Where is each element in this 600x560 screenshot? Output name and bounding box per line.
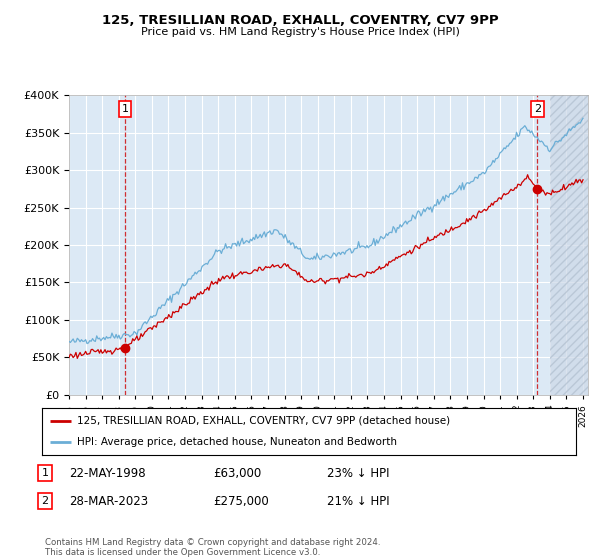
Text: 28-MAR-2023: 28-MAR-2023	[69, 494, 148, 508]
Text: 22-MAY-1998: 22-MAY-1998	[69, 466, 146, 480]
Bar	[550, 95, 592, 395]
Text: 125, TRESILLIAN ROAD, EXHALL, COVENTRY, CV7 9PP (detached house): 125, TRESILLIAN ROAD, EXHALL, COVENTRY, …	[77, 416, 450, 426]
Text: 1: 1	[41, 468, 49, 478]
Text: 21% ↓ HPI: 21% ↓ HPI	[327, 494, 389, 508]
Text: 125, TRESILLIAN ROAD, EXHALL, COVENTRY, CV7 9PP: 125, TRESILLIAN ROAD, EXHALL, COVENTRY, …	[101, 14, 499, 27]
Text: £63,000: £63,000	[213, 466, 261, 480]
Text: 23% ↓ HPI: 23% ↓ HPI	[327, 466, 389, 480]
Text: 2: 2	[533, 104, 541, 114]
Text: 2: 2	[41, 496, 49, 506]
Text: Contains HM Land Registry data © Crown copyright and database right 2024.
This d: Contains HM Land Registry data © Crown c…	[45, 538, 380, 557]
Text: 1: 1	[122, 104, 128, 114]
Text: Price paid vs. HM Land Registry's House Price Index (HPI): Price paid vs. HM Land Registry's House …	[140, 27, 460, 37]
Text: HPI: Average price, detached house, Nuneaton and Bedworth: HPI: Average price, detached house, Nune…	[77, 437, 397, 447]
Text: £275,000: £275,000	[213, 494, 269, 508]
